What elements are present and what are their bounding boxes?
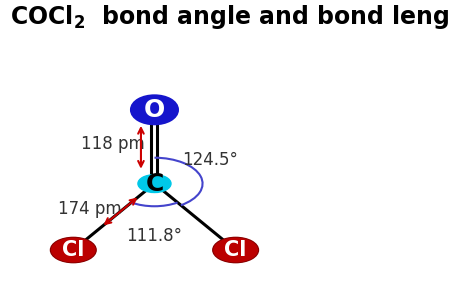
Ellipse shape [50,237,96,263]
Text: 118 pm: 118 pm [81,135,144,153]
Text: 111.8°: 111.8° [126,228,182,245]
Ellipse shape [213,237,258,263]
Text: C: C [145,172,164,196]
Ellipse shape [52,238,95,262]
Text: 124.5°: 124.5° [182,151,238,169]
Ellipse shape [138,175,171,192]
Ellipse shape [134,98,176,122]
Text: 174 pm: 174 pm [58,200,122,218]
Text: Cl: Cl [225,240,247,260]
Text: $\mathbf{COCl_2}$  bond angle and bond lengths: $\mathbf{COCl_2}$ bond angle and bond le… [10,3,450,31]
Text: Cl: Cl [62,240,85,260]
Text: O: O [144,98,165,122]
Ellipse shape [214,238,257,262]
Ellipse shape [136,100,173,120]
Ellipse shape [139,102,170,118]
